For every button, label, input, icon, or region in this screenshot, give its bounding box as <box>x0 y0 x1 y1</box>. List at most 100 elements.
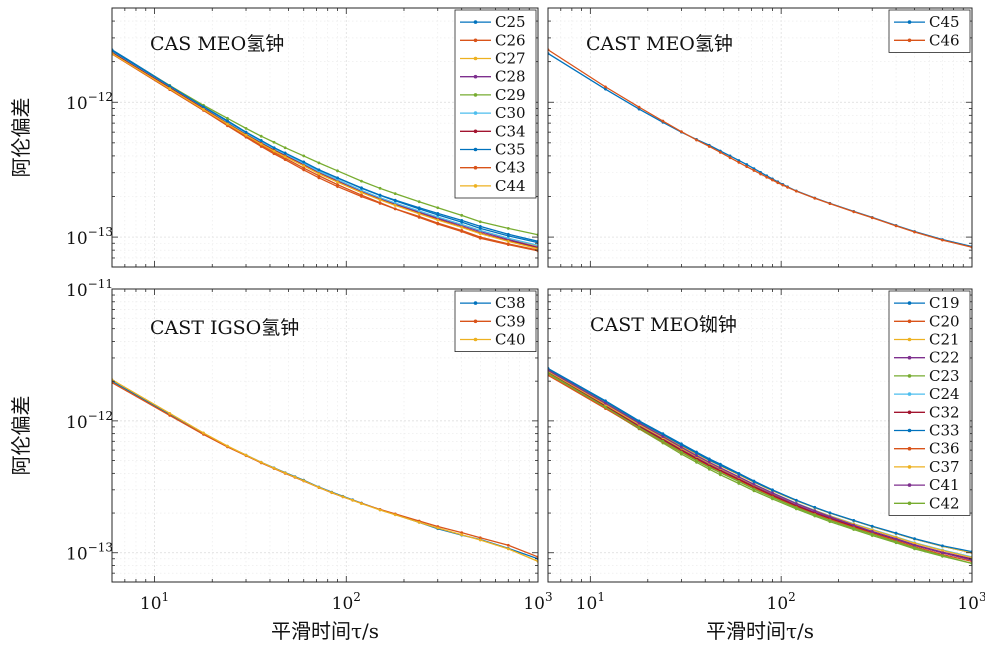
series-line-C46 <box>548 49 972 248</box>
data-point-C46 <box>745 165 749 169</box>
data-point-C35 <box>283 151 287 155</box>
legend-label: C40 <box>495 331 526 349</box>
data-point-C41 <box>707 460 711 464</box>
legend-label: C22 <box>929 349 960 367</box>
data-point-C40 <box>330 491 334 494</box>
data-point-C30 <box>460 223 464 226</box>
data-point-C46 <box>794 189 798 193</box>
data-point-C41 <box>852 523 856 527</box>
x-tick-label: 102 <box>332 590 361 614</box>
data-point-C46 <box>870 216 874 220</box>
data-point-C29 <box>393 192 397 196</box>
legend-label: C39 <box>495 312 526 330</box>
data-point-C44 <box>259 142 263 146</box>
data-point-C46 <box>781 183 785 187</box>
data-point-C43 <box>478 235 482 239</box>
data-point-C41 <box>870 530 874 533</box>
data-point-C44 <box>378 198 382 202</box>
data-point-C40 <box>283 471 287 475</box>
data-point-C43 <box>336 185 339 188</box>
plot-frame <box>547 288 973 583</box>
data-point-C44 <box>302 164 306 168</box>
data-point-C35 <box>460 220 464 224</box>
data-point-C42 <box>604 405 607 409</box>
data-point-C40 <box>360 502 363 505</box>
x-tick-label: 101 <box>140 590 169 614</box>
data-point-C30 <box>506 236 510 240</box>
y-tick-label: 10−12 <box>66 90 113 114</box>
data-point-C45 <box>604 87 607 91</box>
data-point-C35 <box>226 119 229 123</box>
y-tick-label: 10−13 <box>66 541 113 565</box>
data-point-C46 <box>707 145 711 148</box>
data-point-C32 <box>718 469 722 472</box>
data-point-C33 <box>894 531 898 535</box>
series-line-C33 <box>548 368 972 553</box>
data-point-C40 <box>460 533 464 537</box>
data-point-C46 <box>752 169 756 172</box>
data-point-C41 <box>828 515 832 518</box>
data-point-C46 <box>728 156 732 160</box>
data-point-C41 <box>813 509 817 513</box>
data-point-C44 <box>460 225 464 229</box>
data-point-C41 <box>679 445 683 449</box>
legend-label: C25 <box>495 13 526 31</box>
data-point-C46 <box>852 210 856 214</box>
data-point-C42 <box>870 532 874 536</box>
data-point-C40 <box>436 526 440 530</box>
panel-title: CAST MEO铷钟 <box>590 314 737 336</box>
series-line-C43 <box>112 53 538 251</box>
data-point-C23 <box>707 467 711 471</box>
data-point-C46 <box>786 185 789 189</box>
data-point-C44 <box>168 87 172 91</box>
data-point-C44 <box>244 133 248 137</box>
data-point-C46 <box>894 224 898 228</box>
x-tick-label: 103 <box>957 590 985 614</box>
y-tick-label: 10−12 <box>66 409 113 433</box>
data-point-C33 <box>679 443 683 447</box>
data-point-C42 <box>894 540 898 544</box>
series-group <box>548 366 972 565</box>
legend-label: C42 <box>929 494 960 512</box>
data-point-C42 <box>637 426 641 429</box>
legend-label: C30 <box>495 104 526 122</box>
data-point-C35 <box>417 207 421 211</box>
data-point-C43 <box>272 152 276 156</box>
series-line-C35 <box>112 49 538 244</box>
legend-label: C28 <box>495 68 526 86</box>
y-axis-label: 阿伦偏差 <box>9 396 33 476</box>
x-axis-label: 平滑时间τ/s <box>271 619 379 643</box>
legend-label: C34 <box>495 122 526 140</box>
data-point-C44 <box>393 203 397 207</box>
data-point-C37 <box>941 549 944 552</box>
data-point-C46 <box>661 119 665 123</box>
data-point-C29 <box>417 200 421 204</box>
data-point-C33 <box>813 505 817 509</box>
data-point-C42 <box>695 459 698 462</box>
data-point-C32 <box>695 457 698 460</box>
data-point-C46 <box>718 150 722 154</box>
data-point-C35 <box>360 186 363 190</box>
data-point-C35 <box>478 226 482 230</box>
series-group <box>548 48 972 249</box>
plot-frame <box>111 7 539 268</box>
legend-label: C27 <box>495 50 526 68</box>
data-point-C30 <box>417 209 421 213</box>
data-point-C42 <box>718 471 722 475</box>
series-group <box>112 48 538 253</box>
data-point-C29 <box>336 169 339 173</box>
data-point-C35 <box>302 160 306 164</box>
data-point-C40 <box>478 538 482 542</box>
data-point-C33 <box>913 537 916 541</box>
legend-label: C26 <box>495 31 526 49</box>
data-point-C42 <box>771 495 774 499</box>
data-point-C44 <box>317 172 321 176</box>
data-point-C43 <box>506 242 510 246</box>
legend-label: C29 <box>495 86 526 104</box>
data-point-C39 <box>168 414 172 417</box>
series-line-C44 <box>112 52 538 250</box>
data-point-C33 <box>870 524 874 528</box>
data-point-C33 <box>718 463 722 467</box>
legend-label: C44 <box>495 177 526 195</box>
data-point-C44 <box>226 122 229 126</box>
